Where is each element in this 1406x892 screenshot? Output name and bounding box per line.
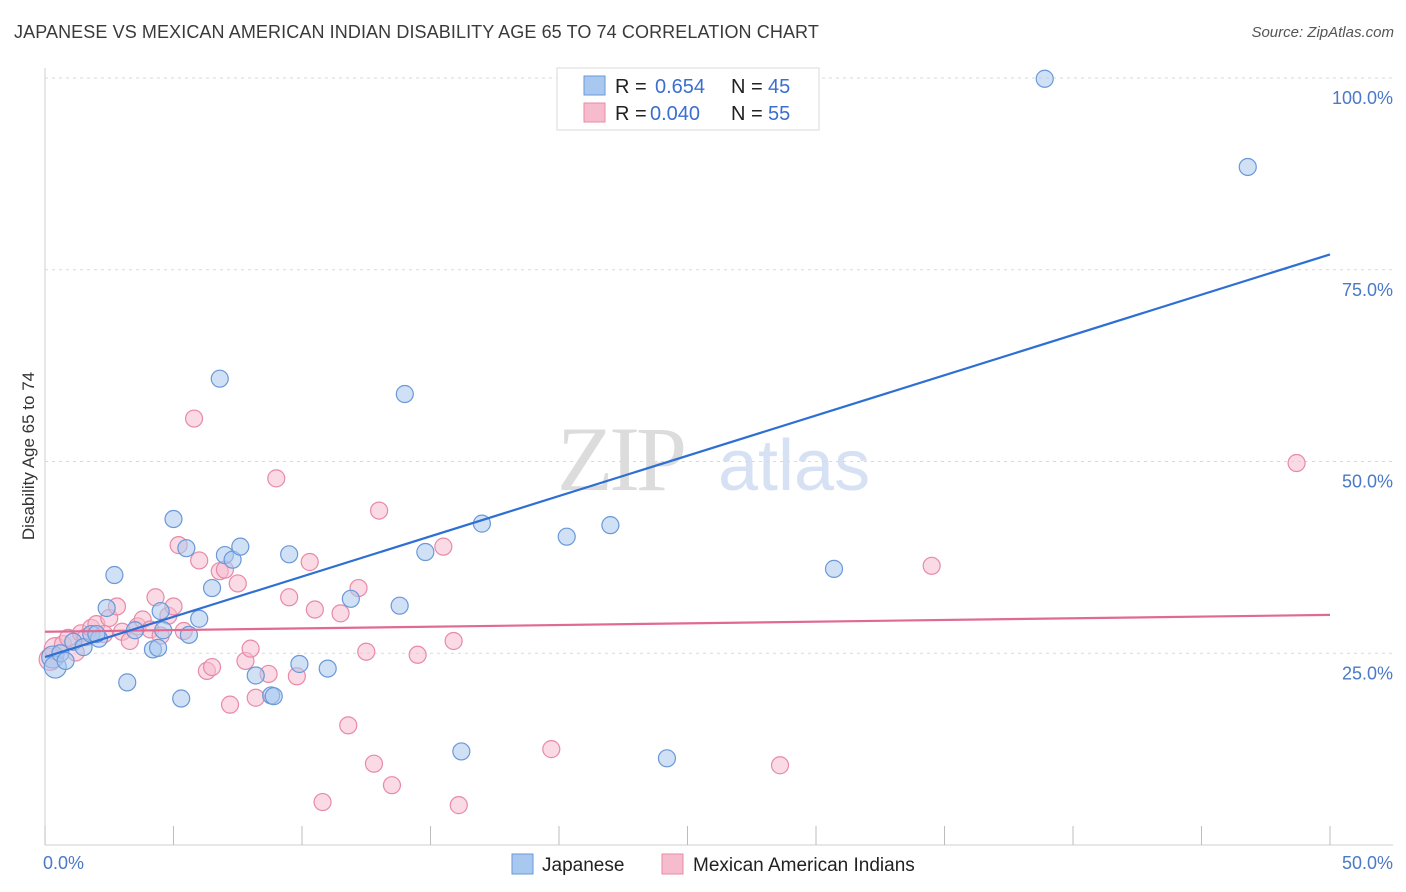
x-tick-label-0: 0.0% [43,853,84,873]
legend-n-label-mexican: N = [731,103,763,125]
y-tick-label-25: 25.0% [1342,663,1393,683]
mexican-point-39 [305,600,324,619]
mexican-point-40 [313,792,332,812]
legend-r-label-japanese: R = [615,76,647,98]
legend-n-value-japanese: 45 [768,76,790,98]
mexican-point-36 [280,588,299,607]
chart-source: Source: ZipAtlas.com [1251,24,1394,41]
japanese-point-41 [824,559,844,578]
japanese-point-18 [177,539,196,558]
japanese-point-9 [105,565,124,585]
japanese-point-34 [395,384,414,404]
japanese-point-42 [1035,69,1054,88]
mexican-point-38 [300,552,319,572]
y-tick-label-100: 100.0% [1332,88,1393,108]
watermark-zip: ZIP [557,408,684,510]
legend-r-value-mexican: 0.040 [650,103,700,125]
mexican-point-52 [542,740,561,759]
japanese-point-17 [172,689,191,708]
legend-r-value-japanese: 0.654 [655,76,705,98]
mexican-point-23 [184,409,204,428]
trend-lines [44,253,1331,659]
mexican-point-41 [331,604,350,623]
japanese-point-38 [557,527,576,546]
japanese-point-10 [118,673,137,692]
japanese-point-16 [164,509,183,529]
mexican-point-35 [267,469,286,488]
japanese-point-29 [280,545,299,564]
japanese-point-40 [657,749,677,768]
bottom-legend: Japanese Mexican American Indians [511,853,915,876]
legend-r-label-mexican: R = [615,103,647,125]
mexican-point-42 [339,716,358,735]
mexican-point-54 [922,556,941,575]
mexican-point-50 [434,537,453,556]
japanese-point-13 [148,638,168,657]
y-tick-labels: 100.0% 75.0% 50.0% 25.0% [1332,88,1393,683]
japanese-point-14 [151,601,170,621]
japanese-point-31 [318,659,337,678]
japanese-point-22 [210,369,229,388]
japanese-point-21 [202,578,222,598]
trend-line-japanese [44,253,1331,659]
japanese-point-36 [452,742,471,761]
japanese-point-33 [390,596,409,615]
mexican-point-47 [382,776,402,795]
bottom-legend-swatch-mexican [661,853,684,875]
japanese-point-39 [601,516,620,535]
japanese-point-8 [97,598,116,618]
mexican-point-46 [370,501,389,520]
mexican-point-30 [228,574,247,593]
bottom-legend-label-japanese: Japanese [542,855,624,876]
mexican-point-33 [246,688,265,707]
x-ticks [44,826,1331,845]
legend-n-value-mexican: 55 [768,103,790,125]
japanese-point-35 [416,542,435,562]
legend-swatch-mexican [583,102,606,123]
mexican-point-29 [220,695,240,714]
mexican-point-45 [364,754,384,773]
mexican-point-55 [1287,453,1306,473]
legend-swatch-japanese [583,75,606,96]
mexican-point-48 [408,645,427,664]
japanese-point-26 [246,666,265,685]
mexican-point-53 [770,756,790,775]
y-tick-label-50: 50.0% [1342,472,1393,492]
chart-title: JAPANESE VS MEXICAN AMERICAN INDIAN DISA… [14,22,819,42]
mexican-point-44 [357,642,376,661]
x-tick-label-50: 50.0% [1342,853,1393,873]
mexican-point-49 [444,631,463,651]
legend-n-label-japanese: N = [731,76,763,98]
bottom-legend-swatch-japanese [511,853,534,875]
mexican-point-24 [190,551,209,570]
japanese-point-43 [1238,157,1257,177]
japanese-point-20 [190,609,209,628]
japanese-point-3 [56,651,75,671]
y-axis-label: Disability Age 65 to 74 [19,372,38,540]
mexican-point-51 [449,796,468,815]
y-tick-label-75: 75.0% [1342,280,1393,300]
trend-line-mexican [44,613,1331,633]
japanese-point-28 [264,687,283,706]
legend-box: R = 0.654 N = 45 R = 0.040 N = 55 [556,67,820,131]
japanese-point-30 [290,654,309,674]
japanese-point-44 [87,624,106,644]
mexican-point-26 [202,657,222,677]
bottom-legend-label-mexican: Mexican American Indians [693,855,915,876]
watermark: ZIP atlas [557,408,870,510]
grid-lines [45,77,1393,654]
japanese-point-25 [231,537,250,556]
japanese-point-32 [341,589,360,608]
mexican-point-32 [241,639,260,658]
